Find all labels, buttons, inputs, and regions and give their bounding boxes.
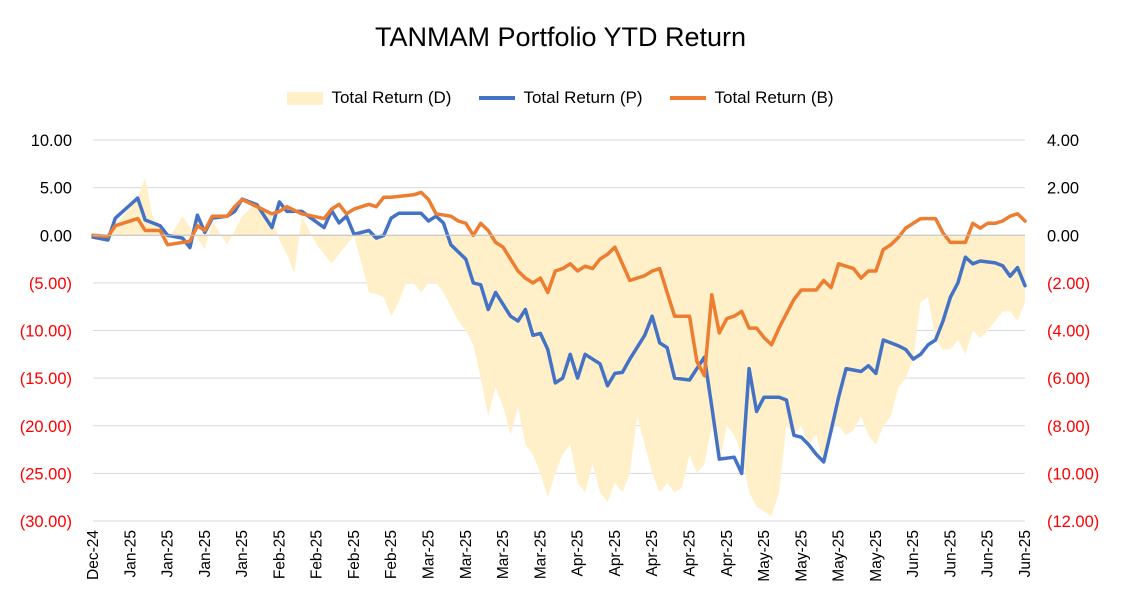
x-tick-label: Jun-25 [942, 530, 959, 577]
legend-label-d: Total Return (D) [331, 88, 452, 107]
legend: Total Return (D) Total Return (P) Total … [0, 88, 1121, 108]
legend-item-d[interactable]: Total Return (D) [287, 88, 451, 108]
y-right-tick-label: (4.00) [1047, 323, 1090, 341]
x-tick-label: Mar-25 [421, 530, 438, 579]
y-right-tick-label: 0.00 [1047, 227, 1079, 245]
y-right-tick-label: (6.00) [1047, 370, 1090, 388]
y-left-tick-label: 10.00 [31, 132, 72, 150]
x-tick-label: Jun-25 [1017, 530, 1034, 577]
legend-label-b: Total Return (B) [714, 88, 834, 107]
x-tick-label: Feb-25 [346, 530, 363, 579]
x-tick-label: Jan-25 [160, 530, 177, 577]
legend-item-p[interactable]: Total Return (P) [479, 88, 642, 108]
chart-title: TANMAM Portfolio YTD Return [374, 22, 747, 52]
legend-label-p: Total Return (P) [523, 88, 643, 107]
x-tick-label: May-25 [793, 530, 810, 582]
x-tick-label: Jan-25 [234, 530, 251, 577]
x-tick-label: May-25 [756, 530, 773, 582]
x-tick-label: Apr-25 [644, 530, 661, 577]
y-left-tick-label: 0.00 [40, 227, 72, 245]
legend-swatch-b [670, 96, 707, 100]
x-tick-label: Jun-25 [980, 530, 997, 577]
y-left-tick-label: 5.00 [40, 180, 72, 198]
y-left-tick-label: (5.00) [29, 275, 72, 293]
x-tick-label: Mar-25 [495, 530, 512, 579]
legend-swatch-p [479, 96, 516, 100]
x-tick-label: Apr-25 [682, 530, 699, 577]
series-area-d [93, 178, 1025, 517]
y-left-tick-label: (10.00) [20, 323, 72, 341]
legend-item-b[interactable]: Total Return (B) [670, 88, 834, 108]
x-tick-label: Mar-25 [532, 530, 549, 579]
x-tick-label: Jun-25 [905, 530, 922, 577]
x-tick-label: Apr-25 [570, 530, 587, 577]
legend-swatch-d [287, 91, 324, 105]
series-line-b [91, 190, 1027, 378]
x-tick-label: Feb-25 [383, 530, 400, 579]
y-right-tick-label: (8.00) [1047, 418, 1090, 436]
x-tick-label: May-25 [831, 530, 848, 582]
x-tick-label: May-25 [868, 530, 885, 582]
y-right-tick-label: 2.00 [1047, 180, 1079, 198]
x-tick-label: Jan-25 [122, 530, 139, 577]
y-right-tick-label: (12.00) [1047, 513, 1099, 531]
series-line-p [91, 196, 1027, 476]
x-tick-label: Apr-25 [607, 530, 624, 577]
y-right-tick-label: (10.00) [1047, 465, 1099, 483]
y-left-tick-label: (25.00) [20, 465, 72, 483]
y-left-tick-label: (15.00) [20, 370, 72, 388]
x-tick-label: Feb-25 [309, 530, 326, 579]
x-tick-label: Feb-25 [271, 530, 288, 579]
y-right-tick-label: 4.00 [1047, 132, 1079, 150]
y-left-tick-label: (30.00) [20, 513, 72, 531]
x-tick-label: Dec-24 [85, 530, 102, 580]
x-tick-label: Jan-25 [197, 530, 214, 577]
x-tick-label: Apr-25 [719, 530, 736, 577]
y-left-tick-label: (20.00) [20, 418, 72, 436]
x-tick-label: Mar-25 [458, 530, 475, 579]
y-right-tick-label: (2.00) [1047, 275, 1090, 293]
